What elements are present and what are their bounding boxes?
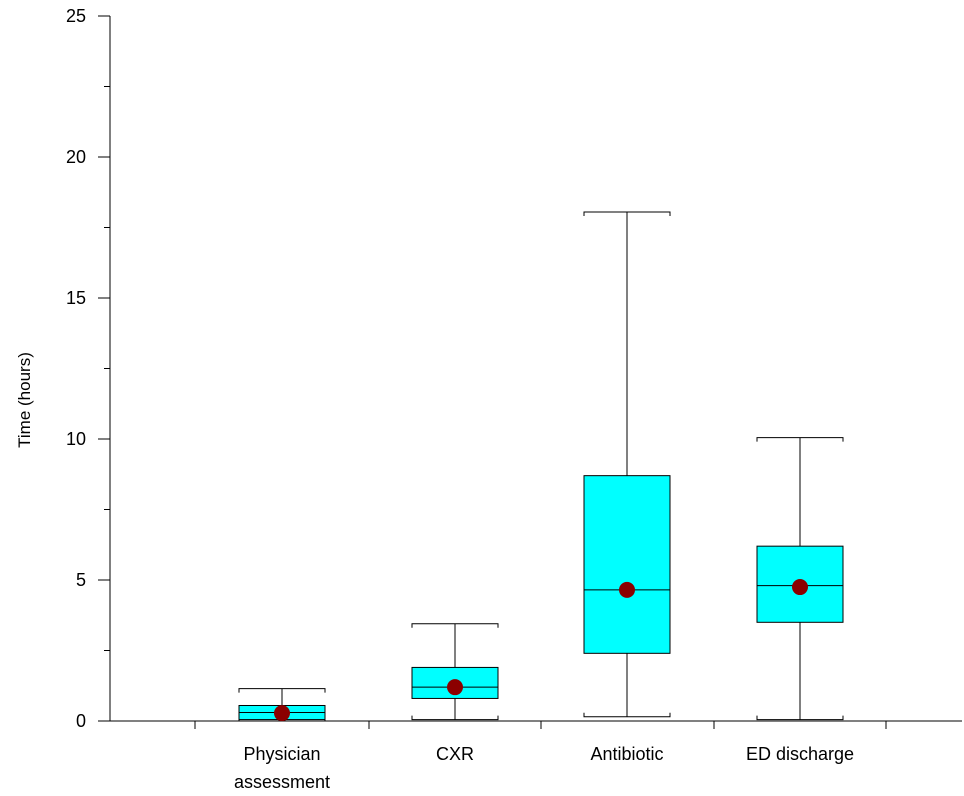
box-group (583, 211, 671, 718)
x-category-label-line: CXR (436, 744, 474, 764)
x-category-label-line: ED discharge (746, 744, 854, 764)
y-tick-label: 25 (66, 6, 86, 26)
y-tick-label: 20 (66, 147, 86, 167)
box-group (411, 623, 499, 721)
iqr-box (583, 475, 671, 654)
whisker-cap-low (583, 712, 671, 718)
whisker-cap-high (756, 437, 844, 442)
y-tick-label: 0 (76, 711, 86, 731)
whisker-cap-high (238, 688, 326, 693)
box-group (756, 437, 844, 721)
whisker-cap-high (411, 623, 499, 628)
whisker-cap-high (583, 211, 671, 216)
whisker-cap-low (756, 715, 844, 721)
x-category-label-line: Physician (243, 744, 320, 764)
x-category-label-line: Antibiotic (590, 744, 663, 764)
mean-marker (447, 679, 463, 696)
x-category-label: Physician assessment (234, 744, 330, 792)
x-category-label-line: assessment (234, 772, 330, 792)
mean-marker (792, 579, 808, 596)
y-tick-label: 15 (66, 288, 86, 308)
axes: 0 5 10 15 20 25 Physician assessment CXR Antibiot… (66, 6, 962, 792)
x-category-label: CXR (436, 744, 474, 764)
mean-marker (274, 705, 290, 722)
y-axis-title: Time (hours) (15, 352, 34, 448)
x-category-label: ED discharge (746, 744, 854, 764)
x-category-label: Antibiotic (590, 744, 663, 764)
mean-marker (619, 581, 635, 598)
y-tick-label: 5 (76, 570, 86, 590)
y-tick-label: 10 (66, 429, 86, 449)
box-series (238, 211, 844, 722)
box-group (238, 688, 326, 722)
whisker-cap-low (411, 715, 499, 721)
